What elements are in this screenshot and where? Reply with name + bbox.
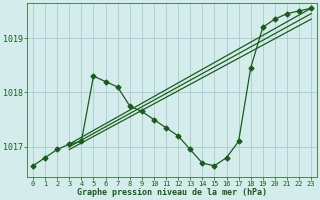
X-axis label: Graphe pression niveau de la mer (hPa): Graphe pression niveau de la mer (hPa) [77, 188, 267, 197]
